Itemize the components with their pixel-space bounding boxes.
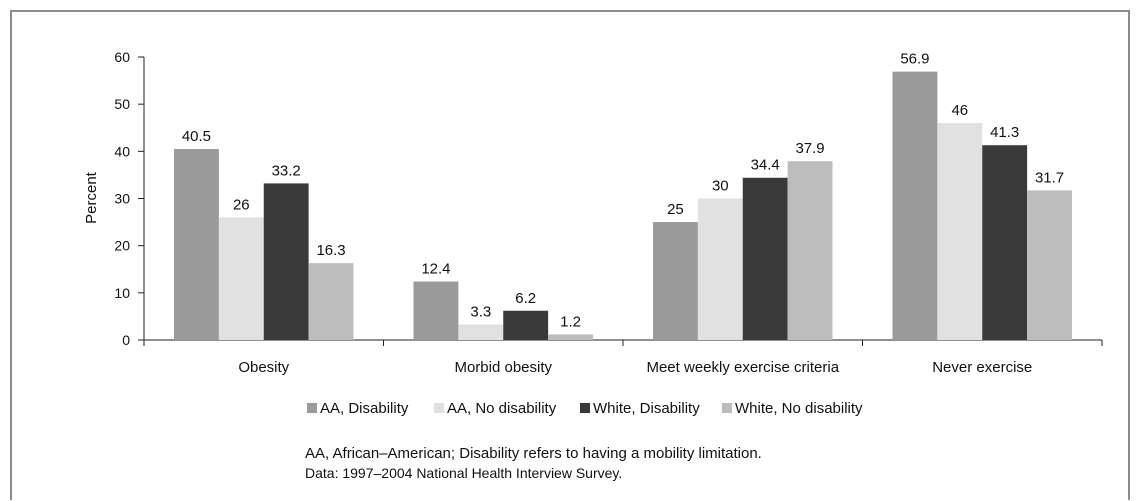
note-definitions: AA, African–American; Disability refers … — [305, 445, 762, 462]
category-label-meet-weekly-exercise-criteria: Meet weekly exercise criteria — [646, 359, 839, 376]
bar-never-exercise-aa-no-disability — [937, 123, 983, 341]
bar-morbid-obesity-white-disability — [503, 310, 549, 340]
data-label: 33.2 — [272, 162, 301, 179]
data-label: 16.3 — [316, 242, 345, 259]
category-label-morbid-obesity: Morbid obesity — [454, 359, 552, 376]
legend-label-white-no-disability: White, No disability — [735, 400, 863, 417]
category-labels: Obesity Morbid obesity Meet weekly exercis… — [238, 359, 1032, 376]
legend-swatch-aa-disability — [307, 403, 317, 413]
y-tick-label: 30 — [114, 191, 130, 207]
data-label: 46 — [951, 102, 968, 119]
y-tick-label: 10 — [114, 285, 130, 301]
data-label: 1.2 — [560, 313, 581, 330]
bar-meet-weekly-exercise-criteria-aa-no-disability — [697, 198, 743, 340]
y-axis-title: Percent — [83, 171, 100, 224]
y-tick-label: 20 — [114, 238, 130, 254]
data-label: 3.3 — [470, 303, 491, 320]
data-label: 25 — [667, 201, 684, 218]
bar-obesity-aa-disability — [174, 148, 219, 340]
data-label: 31.7 — [1035, 169, 1064, 186]
data-labels: 40.5 26 33.2 16.3 12.4 3.3 6.2 1.2 25 30 34.4 37.9 5… — [182, 51, 1064, 331]
y-tick-label: 40 — [114, 143, 130, 159]
bar-meet-weekly-exercise-criteria-white-no-disability — [787, 161, 833, 340]
data-label: 30 — [712, 178, 729, 195]
category-label-obesity: Obesity — [238, 359, 289, 376]
y-tick-label: 0 — [122, 332, 130, 348]
bar-obesity-aa-no-disability — [218, 217, 264, 340]
bar-obesity-white-disability — [263, 183, 309, 340]
data-label: 40.5 — [182, 128, 211, 145]
legend: AA, Disability AA, No disability White, Di… — [307, 400, 863, 417]
data-label: 26 — [233, 196, 250, 213]
y-tick-label: 50 — [114, 96, 130, 112]
bar-never-exercise-white-no-disability — [1027, 190, 1072, 340]
data-label: 6.2 — [515, 290, 536, 307]
data-label: 56.9 — [900, 51, 929, 68]
y-tick-label: 60 — [114, 49, 130, 65]
x-axis — [143, 339, 1103, 346]
data-label: 37.9 — [795, 140, 824, 157]
data-label: 41.3 — [990, 124, 1019, 141]
legend-swatch-white-no-disability — [722, 403, 732, 413]
bar-never-exercise-aa-disability — [892, 71, 938, 340]
data-label: 12.4 — [421, 261, 450, 278]
bar-morbid-obesity-white-no-disability — [548, 334, 593, 340]
bar-morbid-obesity-aa-disability — [413, 281, 459, 340]
legend-swatch-white-disability — [580, 403, 590, 413]
bar-never-exercise-white-disability — [982, 145, 1028, 340]
bar-meet-weekly-exercise-criteria-white-disability — [742, 177, 788, 340]
y-axis: 0 10 20 30 40 50 60 — [114, 49, 145, 348]
legend-label-aa-disability: AA, Disability — [320, 400, 409, 417]
bar-meet-weekly-exercise-criteria-aa-disability — [653, 222, 698, 340]
note-data-source: Data: 1997–2004 National Health Intervie… — [305, 465, 622, 481]
bar-morbid-obesity-aa-no-disability — [458, 324, 504, 340]
bars — [174, 71, 1072, 341]
bar-obesity-white-no-disability — [308, 263, 354, 340]
legend-label-aa-no-disability: AA, No disability — [447, 400, 557, 417]
category-label-never-exercise: Never exercise — [932, 359, 1032, 376]
legend-label-white-disability: White, Disability — [593, 400, 700, 417]
data-label: 34.4 — [751, 157, 780, 174]
legend-swatch-aa-no-disability — [434, 403, 444, 413]
